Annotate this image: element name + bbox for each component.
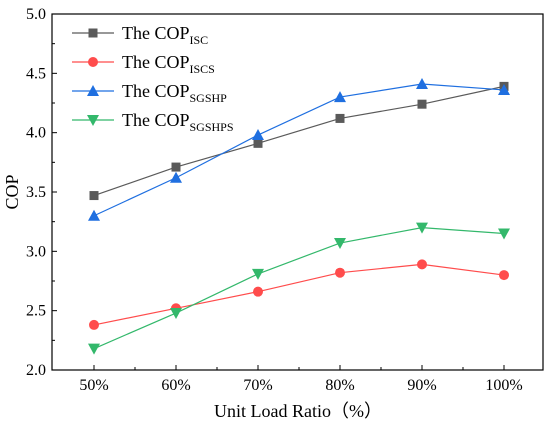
series-line xyxy=(93,85,505,197)
series-iscs xyxy=(89,259,509,330)
data-point xyxy=(335,267,345,278)
x-tick-label: 100% xyxy=(485,377,522,394)
legend-label-text: The COP xyxy=(122,23,190,43)
data-point xyxy=(252,129,264,141)
series-sgshps xyxy=(88,222,510,355)
legend-item: The COPSGSHP xyxy=(72,81,227,105)
y-tick-label: 5.0 xyxy=(26,6,46,23)
data-point xyxy=(89,319,99,330)
legend-label-text: The COP xyxy=(122,110,190,130)
series-sgshp xyxy=(88,78,510,221)
data-point xyxy=(253,286,263,297)
legend-item: The COPSGSHPS xyxy=(72,110,234,134)
series-line xyxy=(93,263,505,326)
legend-label: The COPSGSHPS xyxy=(122,110,234,134)
data-point xyxy=(170,308,182,320)
legend-label-text: The COP xyxy=(122,81,190,101)
data-point xyxy=(417,259,427,270)
y-tick-label: 3.0 xyxy=(26,243,46,260)
data-point xyxy=(334,91,346,103)
data-point xyxy=(252,268,264,280)
legend-label: The COPSGSHP xyxy=(122,81,227,105)
y-axis-ticks: 2.0 2.5 3.0 3.5 4.0 4.5 5.0 xyxy=(26,6,57,379)
x-tick-label: 80% xyxy=(325,377,354,394)
data-point xyxy=(253,138,263,148)
legend-label-subscript: ISC xyxy=(190,33,209,47)
data-point xyxy=(88,343,100,355)
x-axis-ticks: 50% 60% 70% 80% 90% 100% xyxy=(79,365,523,394)
legend-item: The COPISC xyxy=(72,23,208,47)
y-tick-label: 2.5 xyxy=(26,303,46,320)
x-axis-title: Unit Load Ratio（%） xyxy=(214,401,382,421)
x-tick-label: 90% xyxy=(407,377,436,394)
legend-label-subscript: SGSHP xyxy=(190,91,228,105)
legend-marker xyxy=(87,85,99,96)
data-point xyxy=(499,270,509,281)
y-tick-label: 4.5 xyxy=(26,65,46,82)
series-layer xyxy=(88,78,510,355)
data-point xyxy=(335,113,345,123)
x-tick-label: 70% xyxy=(243,377,272,394)
legend-label: The COPISCS xyxy=(122,52,215,76)
legend-label-text: The COP xyxy=(122,52,190,72)
legend-marker xyxy=(88,57,98,67)
series-line xyxy=(93,226,505,350)
legend-item: The COPISCS xyxy=(72,52,215,76)
legend-label-subscript: SGSHPS xyxy=(190,120,234,134)
data-point xyxy=(498,83,510,95)
data-point xyxy=(416,222,428,234)
data-point xyxy=(171,162,181,172)
data-point xyxy=(416,78,428,90)
data-point xyxy=(417,99,427,109)
data-point xyxy=(89,191,99,201)
legend-label: The COPISC xyxy=(122,23,208,47)
plot-area xyxy=(51,13,544,371)
y-tick-label: 3.5 xyxy=(26,184,46,201)
y-axis-title: COP xyxy=(2,174,22,209)
data-point xyxy=(88,209,100,221)
legend-marker xyxy=(87,115,99,126)
x-tick-label: 60% xyxy=(161,377,190,394)
legend-label-subscript: ISCS xyxy=(190,62,215,76)
y-tick-label: 2.0 xyxy=(26,362,46,379)
data-point xyxy=(498,228,510,240)
legend-marker xyxy=(88,28,98,38)
y-tick-label: 4.0 xyxy=(26,125,46,142)
x-tick-label: 50% xyxy=(79,377,108,394)
data-point xyxy=(170,171,182,183)
series-line xyxy=(93,83,505,217)
data-point xyxy=(334,238,346,250)
